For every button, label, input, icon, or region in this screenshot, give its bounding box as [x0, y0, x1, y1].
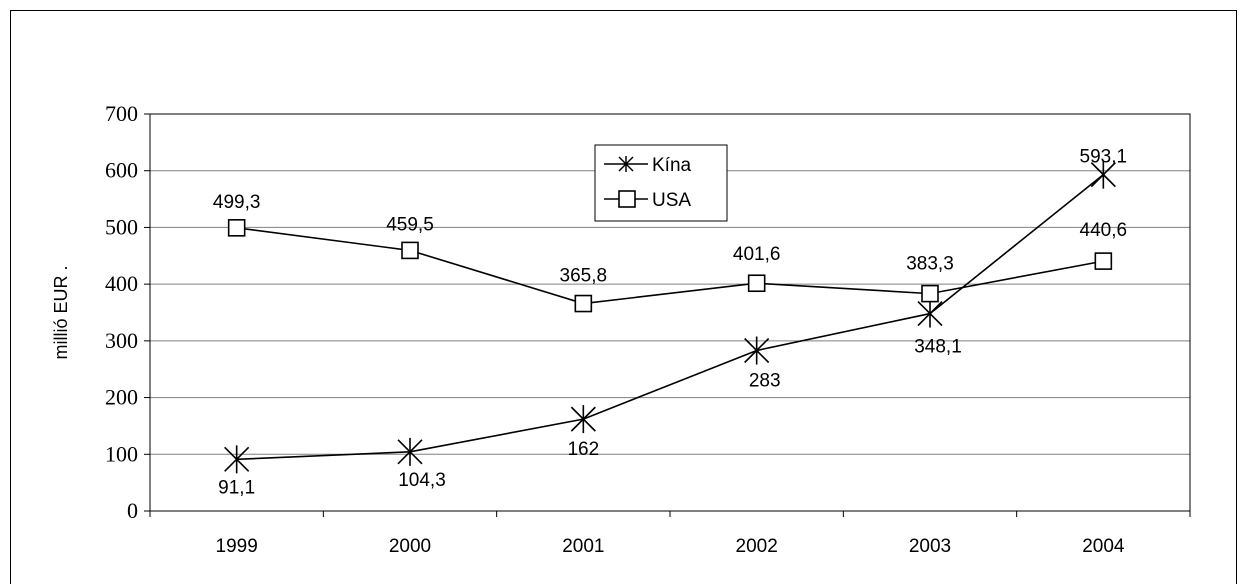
data-point-asterisk: [570, 405, 596, 434]
data-label: 365,8: [560, 266, 608, 287]
gridlines: [150, 170, 1190, 455]
legend-label: USA: [652, 190, 691, 211]
data-point-asterisk: [744, 336, 770, 365]
x-tick-label: 2004: [1082, 536, 1125, 557]
data-label: 162: [567, 439, 599, 460]
series-line-kina: [236, 174, 1104, 461]
data-label: 383,3: [906, 254, 954, 275]
axes: 0 100 200 300 400 500 600 700 1999 2000 2001 2002 20…: [105, 101, 1191, 557]
y-tick-label: 400: [105, 271, 138, 296]
y-tick-label: 0: [127, 498, 138, 523]
data-label: 459,5: [386, 214, 434, 235]
data-point-square: [921, 284, 939, 303]
legend-label: Kína: [652, 155, 692, 176]
legend-box: [594, 144, 728, 222]
data-point-asterisk: [224, 445, 250, 474]
legend-marker-square: [618, 190, 636, 208]
data-label: 499,3: [213, 192, 261, 213]
series-line-usa: [236, 227, 1104, 305]
data-label: 593,1: [1080, 147, 1128, 168]
data-label: 401,6: [733, 244, 781, 265]
data-label: 91,1: [218, 477, 255, 498]
y-tick-label: 700: [105, 101, 138, 126]
data-label: 440,6: [1080, 220, 1128, 241]
x-tick-label: 2001: [562, 536, 604, 557]
data-point-square: [1094, 252, 1113, 270]
data-point-square: [574, 294, 593, 313]
data-label: 104,3: [398, 470, 446, 491]
y-tick-label: 200: [105, 385, 138, 410]
data-label: 283: [749, 370, 781, 391]
x-tick-label: 2002: [736, 536, 778, 557]
y-tick-label: 500: [105, 214, 138, 239]
data-point-square: [747, 274, 766, 293]
legend: Kína USA: [594, 144, 728, 222]
x-tick-label: 1999: [216, 536, 258, 557]
chart-frame: [10, 10, 1237, 584]
data-point-asterisk: [1090, 160, 1116, 189]
data-label: 348,1: [914, 337, 962, 358]
data-point-asterisk: [397, 437, 423, 466]
y-tick-label: 600: [105, 158, 138, 183]
legend-marker-asterisk: [618, 156, 634, 172]
y-tick-label: 300: [105, 328, 138, 353]
y-axis-label: millió EUR .: [51, 265, 71, 359]
x-tick-label: 2000: [389, 536, 431, 557]
x-tick-label: 2003: [909, 536, 951, 557]
series-group: 91,1 104,3 162 283 348,1 593,1 499,3 459,5 365,8…: [213, 147, 1127, 499]
y-tick-label: 100: [105, 441, 138, 466]
data-point-square: [227, 219, 246, 237]
data-point-square: [401, 241, 419, 260]
data-point-asterisk: [917, 299, 943, 328]
